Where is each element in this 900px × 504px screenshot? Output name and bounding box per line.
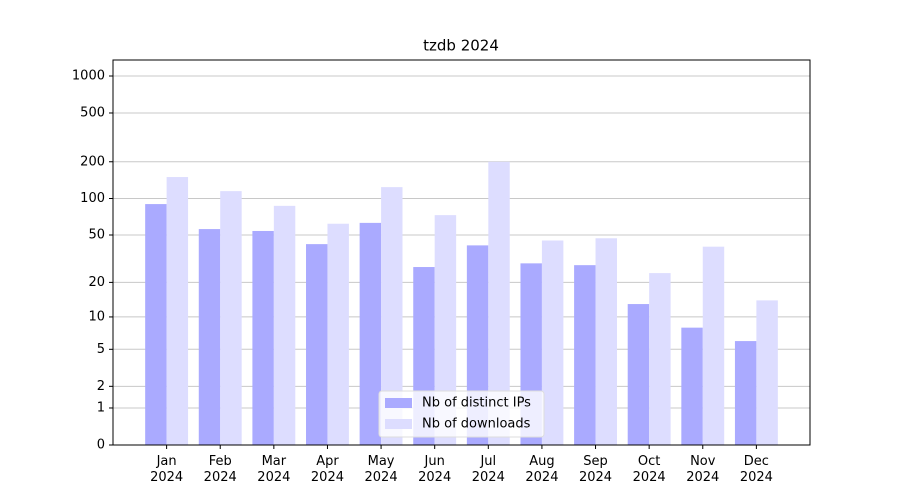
x-tick-label: Apr 2024: [311, 454, 344, 485]
bar: [166, 177, 189, 445]
bar: [434, 215, 457, 445]
bar: [327, 223, 349, 445]
legend-swatch: [385, 398, 412, 408]
legend-label: Nb of downloads: [422, 417, 531, 432]
bar: [541, 240, 564, 445]
bar: [756, 300, 778, 445]
bar: [702, 246, 725, 445]
bar: [681, 327, 703, 445]
legend-swatch: [385, 419, 412, 429]
plot-frame: [112, 59, 811, 446]
y-tick-label: 1: [97, 400, 105, 415]
y-tick-label: 0: [97, 438, 105, 453]
y-tick-label: 1000: [72, 69, 105, 84]
x-tick-label: Feb 2024: [204, 454, 237, 485]
legend: Nb of distinct IPs Nb of downloads: [378, 390, 545, 438]
y-tick-label: 5: [97, 342, 105, 357]
y-tick-label: 500: [80, 105, 105, 120]
bar: [734, 341, 757, 445]
bar: [488, 161, 510, 445]
y-tick-label: 100: [80, 191, 105, 206]
bar: [595, 238, 617, 445]
bar: [359, 222, 382, 445]
x-tick-label: Nov 2024: [686, 454, 719, 485]
x-tick-label: Jul 2024: [472, 454, 505, 485]
bar: [306, 244, 328, 445]
y-tick-label: 50: [88, 228, 105, 243]
x-tick-label: May 2024: [365, 454, 398, 485]
y-tick-label: 10: [88, 309, 105, 324]
bar: [381, 187, 403, 445]
x-tick-label: Aug 2024: [525, 454, 558, 485]
chart-title: tzdb 2024: [423, 37, 499, 55]
y-tick-label: 200: [80, 154, 105, 169]
bar: [273, 205, 296, 445]
y-tick-label: 20: [88, 275, 105, 290]
bar: [574, 265, 596, 445]
x-tick-label: Sep 2024: [579, 454, 612, 485]
legend-box: [378, 390, 545, 438]
bar: [198, 229, 221, 445]
bar: [649, 273, 671, 445]
legend-label: Nb of distinct IPs: [422, 396, 531, 411]
x-tick-label: Jan 2024: [150, 454, 183, 485]
x-tick-label: Jun 2024: [418, 454, 451, 485]
x-tick-label: Dec 2024: [740, 454, 773, 485]
bar: [145, 204, 167, 445]
x-tick-label: Mar 2024: [257, 454, 290, 485]
y-tick-label: 2: [97, 379, 105, 394]
bar: [252, 230, 274, 445]
x-tick-label: Oct 2024: [633, 454, 666, 485]
bar: [627, 304, 650, 445]
bar: [220, 191, 242, 445]
